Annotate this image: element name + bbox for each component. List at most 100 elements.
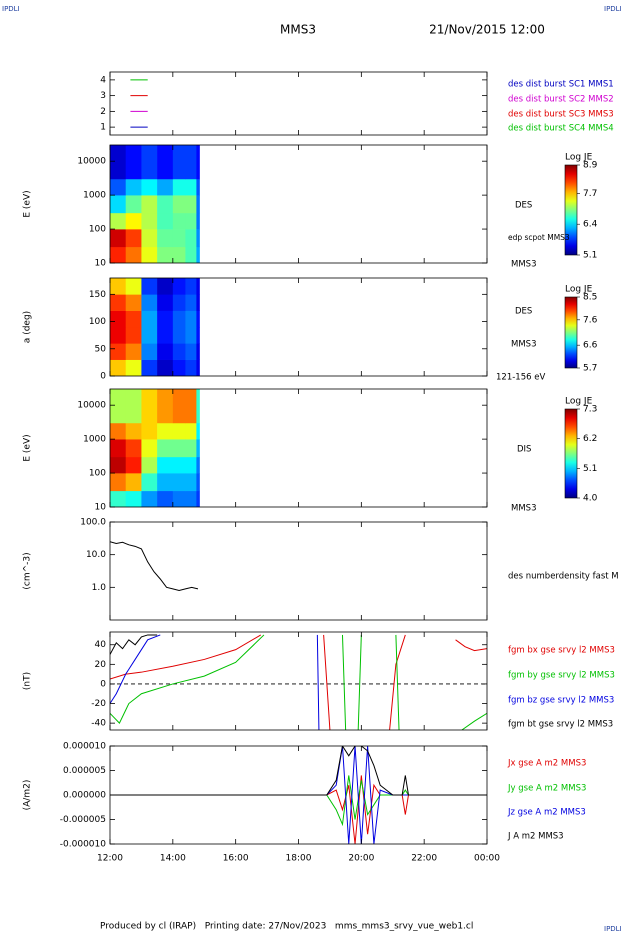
heat-cell	[196, 178, 200, 196]
heat-cell	[185, 422, 197, 440]
heat-cell	[172, 389, 186, 424]
heat-cell	[185, 294, 197, 311]
series-line	[110, 746, 487, 796]
heat-cell	[172, 145, 186, 180]
colorbar-title: Log JE	[565, 153, 593, 163]
heat-cell	[157, 473, 174, 492]
heat-cell	[185, 389, 197, 424]
heat-cell	[196, 145, 200, 180]
heat-cell	[141, 310, 158, 328]
panel	[110, 746, 487, 844]
heat-cell	[141, 490, 158, 507]
heat-cell	[141, 359, 158, 376]
panel	[110, 278, 200, 376]
heat-cell	[141, 278, 158, 295]
heat-cell	[125, 246, 142, 263]
y-tick-label: 0	[100, 679, 106, 689]
heat-cell	[141, 178, 158, 196]
colorbar	[564, 408, 578, 499]
y-tick-label: 10.0	[86, 550, 106, 560]
heat-cell	[110, 343, 127, 360]
heat-cell	[185, 327, 197, 344]
heat-cell	[196, 422, 200, 440]
heat-cell	[110, 389, 127, 424]
panel-label: MMS3	[511, 340, 536, 350]
heat-cell	[185, 359, 197, 376]
heat-cell	[125, 195, 142, 214]
heat-cell	[125, 327, 142, 344]
heat-cell	[157, 343, 174, 360]
panel-label: edp scpot MMS3	[508, 233, 570, 242]
frame	[109, 71, 488, 136]
y-tick-label: 3	[100, 91, 106, 101]
y-tick-label: 10000	[77, 157, 106, 167]
heat-cell	[141, 195, 158, 214]
panel-label: des dist burst SC2 MMS2	[508, 95, 614, 105]
heat-cell	[110, 278, 127, 295]
heat-cell	[172, 212, 186, 230]
heat-cell	[196, 229, 200, 248]
y-tick-label: 150	[89, 290, 106, 300]
heat-cell	[110, 212, 127, 230]
heat-cell	[172, 195, 186, 214]
x-tick-label: 22:00	[411, 854, 437, 864]
heat-cell	[172, 490, 186, 507]
y-label: (cm^-3)	[23, 552, 33, 589]
heat-cell	[110, 439, 127, 458]
series-line	[110, 634, 487, 730]
heat-cell	[185, 229, 197, 248]
panel-label: DES	[515, 201, 532, 211]
heat-cell	[141, 212, 158, 230]
heat-cell	[196, 294, 200, 311]
panel-label: Jy gse A m2 MMS3	[507, 784, 586, 794]
y-tick-label: -40	[91, 719, 106, 729]
heat-cell	[185, 145, 197, 180]
heat-cell	[157, 145, 174, 180]
heat-cell	[172, 294, 186, 311]
heat-cell	[125, 456, 142, 474]
frame	[109, 631, 488, 731]
heat-cell	[172, 246, 186, 263]
series-line	[110, 775, 487, 827]
heat-cell	[172, 439, 186, 458]
y-label: (A/m2)	[23, 780, 33, 811]
panel	[110, 389, 200, 507]
heat-cell	[125, 178, 142, 196]
date: 21/Nov/2015 12:00	[429, 23, 545, 37]
heat-cell	[196, 439, 200, 458]
y-tick-label: 2	[100, 107, 106, 117]
colorbar-tick-label: 8.5	[583, 293, 597, 303]
y-label: E (eV)	[23, 190, 33, 217]
heat-cell	[125, 359, 142, 376]
heat-cell	[157, 359, 174, 376]
series-line	[110, 634, 320, 730]
colorbar-tick-label: 7.3	[583, 405, 597, 415]
heat-cell	[110, 178, 127, 196]
colorbar-tick-label: 6.2	[583, 434, 597, 444]
heat-cell	[110, 473, 127, 492]
heat-cell	[196, 389, 200, 424]
heat-cell	[196, 195, 200, 214]
panel-label: des dist burst SC4 MMS4	[508, 124, 614, 134]
y-tick-label: 0.000000	[63, 791, 106, 801]
heat-cell	[196, 246, 200, 263]
heat-cell	[141, 389, 158, 424]
colorbar-tick-label: 4.0	[583, 494, 598, 504]
footer: Produced by cl (IRAP) Printing date: 27/…	[100, 922, 473, 932]
series-line	[110, 775, 487, 844]
panel-label: Jx gse A m2 MMS3	[507, 759, 586, 769]
y-tick-label: 1000	[83, 191, 106, 201]
x-tick-label: 18:00	[286, 854, 312, 864]
heat-cell	[196, 343, 200, 360]
y-tick-label: 0	[100, 372, 106, 382]
y-tick-label: -0.000010	[60, 840, 106, 850]
colorbar-tick-label: 6.6	[583, 341, 598, 351]
y-tick-label: 10	[95, 259, 107, 269]
y-tick-label: 10000	[77, 401, 106, 411]
x-tick-label: 16:00	[223, 854, 249, 864]
heat-cell	[157, 246, 174, 263]
heat-cell	[125, 490, 142, 507]
y-tick-label: 20	[95, 660, 107, 670]
panel-label: MMS3	[511, 260, 536, 270]
